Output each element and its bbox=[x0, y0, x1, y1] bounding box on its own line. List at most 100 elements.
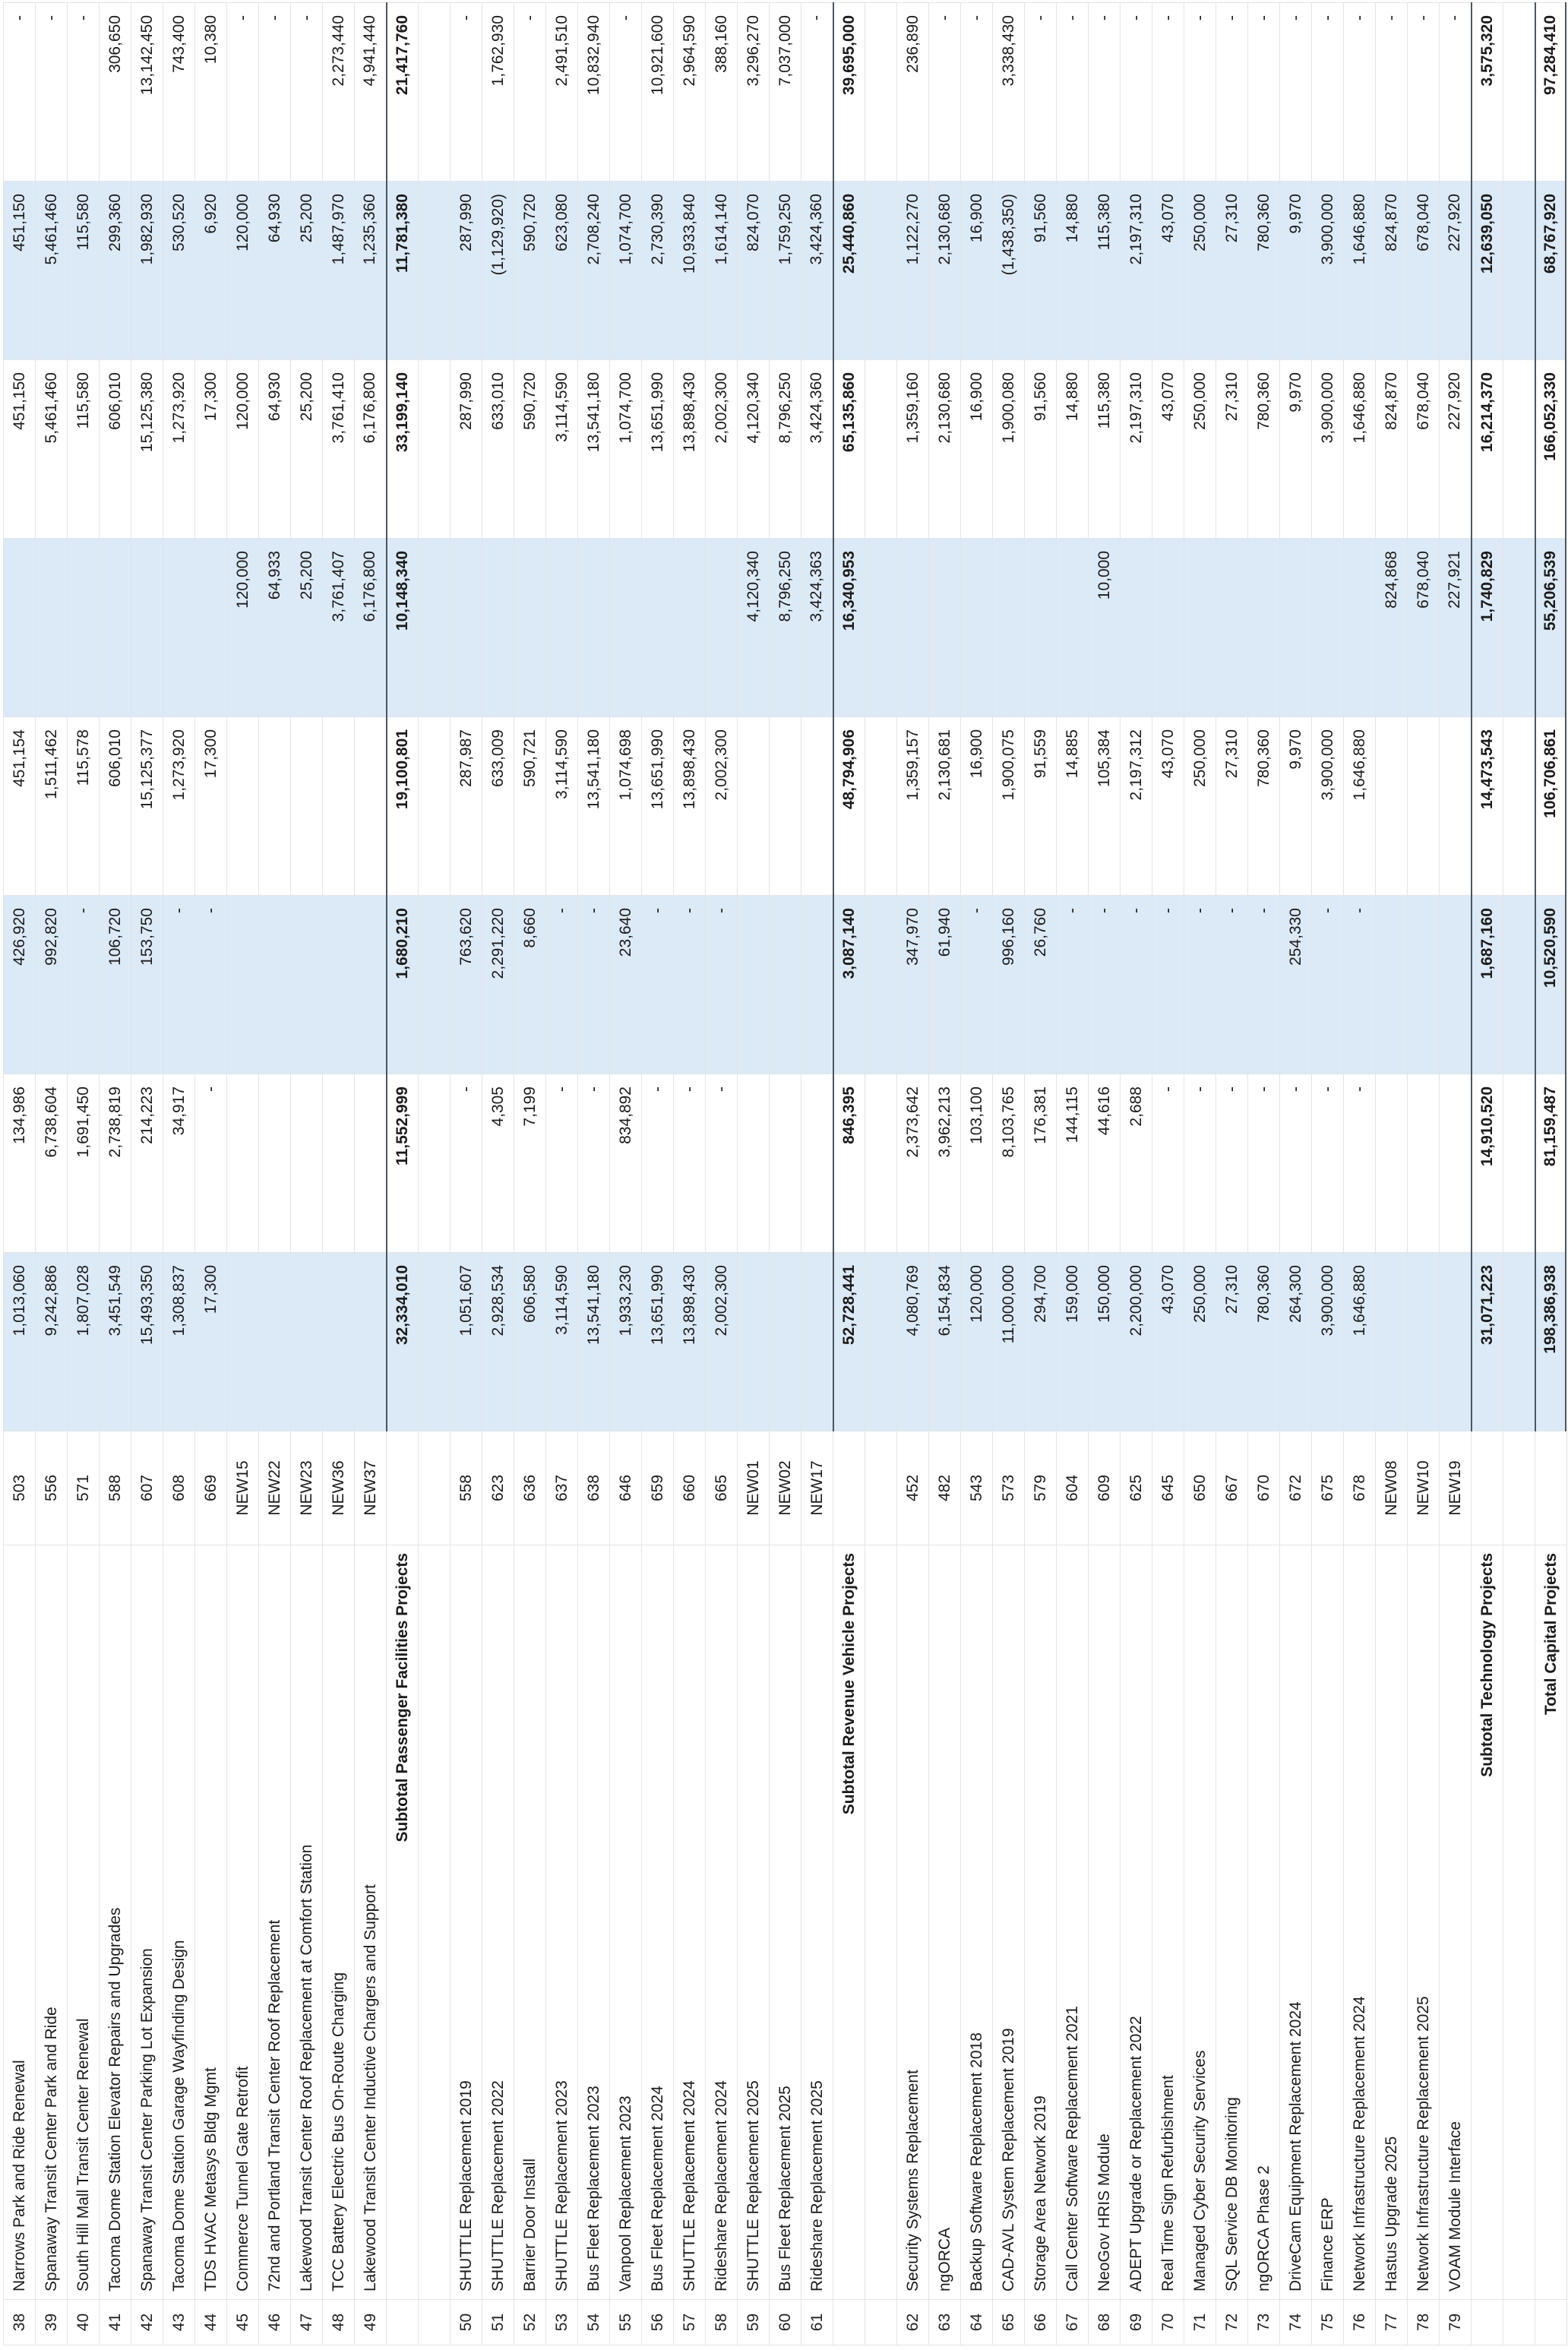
row-number-cell: 79 bbox=[1439, 2299, 1472, 2345]
value-cell: - bbox=[577, 895, 610, 1074]
value-cell bbox=[1439, 895, 1472, 1074]
table-row: 58 Rideshare Replacement 2024 665 2,002,300… bbox=[705, 2, 738, 2345]
value-cell: 4,120,340 bbox=[737, 538, 770, 717]
project-id-cell bbox=[1471, 1431, 1503, 1545]
value-cell: 9,970 bbox=[1279, 181, 1312, 360]
project-name-cell: Spanaway Transit Center Park and Ride bbox=[35, 1545, 68, 2300]
project-name-cell: Bus Fleet Replacement 2025 bbox=[769, 1545, 801, 2300]
value-cell bbox=[1407, 716, 1440, 896]
value-cell: 3,575,320 bbox=[1471, 2, 1503, 182]
value-cell: 1,359,157 bbox=[896, 716, 929, 896]
value-cell bbox=[354, 895, 387, 1074]
value-cell: 14,910,520 bbox=[1471, 1074, 1503, 1253]
value-cell: 43,070 bbox=[1152, 716, 1184, 896]
value-cell: 633,010 bbox=[482, 359, 514, 539]
value-cell: 65,135,860 bbox=[833, 359, 865, 539]
value-cell bbox=[1024, 538, 1057, 717]
project-id-cell: 571 bbox=[67, 1431, 100, 1545]
value-cell bbox=[258, 716, 291, 896]
value-cell: 4,120,340 bbox=[737, 359, 770, 539]
value-cell bbox=[1247, 538, 1280, 717]
value-cell: 19,100,801 bbox=[386, 716, 419, 896]
project-id-cell: 482 bbox=[928, 1431, 961, 1545]
value-cell bbox=[1375, 1252, 1408, 1431]
project-id-cell: 669 bbox=[194, 1431, 227, 1545]
project-id-cell: NEW37 bbox=[354, 1431, 387, 1545]
project-id-cell: NEW22 bbox=[258, 1431, 291, 1545]
value-cell: 6,176,800 bbox=[354, 359, 387, 539]
value-cell: - bbox=[1184, 895, 1216, 1074]
value-cell: 236,890 bbox=[896, 2, 929, 182]
value-cell: 26,760 bbox=[1024, 895, 1057, 1074]
value-cell bbox=[1503, 1074, 1535, 1253]
table-row: 43 Tacoma Dome Station Garage Wayfinding … bbox=[163, 2, 195, 2345]
value-cell bbox=[801, 895, 833, 1074]
value-cell: - bbox=[1439, 2, 1472, 182]
value-cell bbox=[290, 1074, 323, 1253]
value-cell bbox=[322, 1074, 355, 1253]
project-id-cell: 543 bbox=[960, 1431, 993, 1545]
project-name-cell: NeoGov HRIS Module bbox=[1088, 1545, 1121, 2300]
value-cell: 1,646,880 bbox=[1343, 716, 1376, 896]
value-cell: 25,200 bbox=[290, 538, 323, 717]
project-name-cell: TCC Battery Electric Bus On-Route Chargi… bbox=[322, 1545, 355, 2300]
value-cell: 834,892 bbox=[609, 1074, 642, 1253]
project-name-cell: Lakewood Transit Center Roof Replacement… bbox=[290, 1545, 323, 2300]
row-number-cell: 65 bbox=[992, 2299, 1025, 2345]
value-cell: 153,750 bbox=[131, 895, 163, 1074]
value-cell: 2,002,300 bbox=[705, 716, 738, 896]
table-row: 68 NeoGov HRIS Module 609 150,000 44,616-105… bbox=[1088, 2, 1121, 2345]
table-row: 61 Rideshare Replacement 2025 NEW17 3,424,3… bbox=[801, 2, 833, 2345]
value-cell: 61,940 bbox=[928, 895, 961, 1074]
row-number-cell: 45 bbox=[226, 2299, 259, 2345]
value-cell bbox=[1375, 716, 1408, 896]
value-cell: 2,197,310 bbox=[1120, 359, 1152, 539]
project-name-cell: Call Center Software Replacement 2021 bbox=[1056, 1545, 1089, 2300]
value-cell: 25,200 bbox=[290, 181, 323, 360]
value-cell: - bbox=[545, 895, 578, 1074]
value-cell: 10,520,590 bbox=[1535, 895, 1567, 1074]
value-cell bbox=[1120, 538, 1152, 717]
project-name-cell: Barrier Door Install bbox=[514, 1545, 546, 2300]
row-number-cell: 64 bbox=[960, 2299, 993, 2345]
value-cell: 1,235,360 bbox=[354, 181, 387, 360]
value-cell bbox=[67, 538, 100, 717]
value-cell: 176,381 bbox=[1024, 1074, 1057, 1253]
value-cell: 3,424,363 bbox=[801, 538, 833, 717]
project-id-cell: NEW23 bbox=[290, 1431, 323, 1545]
value-cell bbox=[1439, 1252, 1472, 1431]
value-cell bbox=[928, 538, 961, 717]
project-name-cell: Bus Fleet Replacement 2023 bbox=[577, 1545, 610, 2300]
value-cell bbox=[896, 538, 929, 717]
table-row: 41 Tacoma Dome Station Elevator Repairs a… bbox=[99, 2, 131, 2345]
value-cell: 9,242,886 bbox=[35, 1252, 68, 1431]
value-cell: 7,199 bbox=[514, 1074, 546, 1253]
project-id-cell: 607 bbox=[131, 1431, 163, 1545]
value-cell: 25,440,860 bbox=[833, 181, 865, 360]
project-id-cell: 645 bbox=[1152, 1431, 1184, 1545]
row-number-cell bbox=[1471, 2299, 1503, 2345]
project-id-cell: NEW36 bbox=[322, 1431, 355, 1545]
value-cell: 3,761,407 bbox=[322, 538, 355, 717]
value-cell: 3,338,430 bbox=[992, 2, 1025, 182]
project-id-cell: 667 bbox=[1216, 1431, 1248, 1545]
value-cell: 287,990 bbox=[450, 181, 482, 360]
project-id-cell: 650 bbox=[1184, 1431, 1216, 1545]
value-cell: - bbox=[1247, 895, 1280, 1074]
project-id-cell: 637 bbox=[545, 1431, 578, 1545]
project-name-cell: SHUTTLE Replacement 2023 bbox=[545, 1545, 578, 2300]
value-cell bbox=[865, 716, 897, 896]
value-cell: 1,687,160 bbox=[1471, 895, 1503, 1074]
table-row: 73 ngORCA Phase 2 670 780,360- -780,360 780,3… bbox=[1247, 2, 1280, 2345]
row-number-cell: 44 bbox=[194, 2299, 227, 2345]
value-cell: 306,650 bbox=[99, 2, 131, 182]
table-row: 65 CAD-AVL System Replacement 2019 573 11,0… bbox=[992, 2, 1025, 2345]
value-cell bbox=[801, 1252, 833, 1431]
value-cell: - bbox=[928, 2, 961, 182]
value-cell: - bbox=[194, 895, 227, 1074]
value-cell bbox=[418, 181, 450, 360]
table-row: 48 TCC Battery Electric Bus On-Route Char… bbox=[322, 2, 355, 2345]
value-cell: 996,160 bbox=[992, 895, 1025, 1074]
project-name-cell: Finance ERP bbox=[1311, 1545, 1344, 2300]
project-name-cell: Hastus Upgrade 2025 bbox=[1375, 1545, 1408, 2300]
